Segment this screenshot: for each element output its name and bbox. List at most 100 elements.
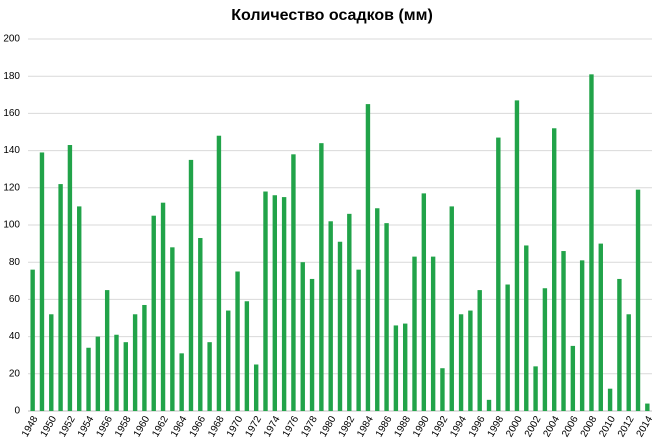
bar [67, 145, 73, 411]
x-tick-label: 1958 [113, 414, 134, 439]
bar [170, 247, 175, 411]
bar [347, 213, 352, 411]
bar [281, 197, 287, 411]
x-tick-label: 1980 [318, 414, 339, 439]
x-tick-label: 1996 [467, 414, 488, 439]
bar [263, 191, 268, 411]
x-tick-label: 1998 [486, 414, 507, 439]
x-tick-label: 2000 [504, 414, 525, 439]
y-tick-label: 140 [3, 145, 20, 156]
x-tick-label: 1954 [76, 414, 97, 439]
bar [496, 137, 501, 411]
bar [226, 310, 231, 411]
bar [402, 323, 408, 411]
bar [579, 260, 585, 411]
bar [179, 353, 184, 411]
y-tick-label: 160 [3, 108, 20, 119]
bar [309, 278, 315, 411]
bar [514, 100, 520, 411]
x-tick-label: 2012 [616, 414, 637, 439]
bar [207, 342, 212, 411]
bar [337, 241, 343, 411]
bar [95, 336, 101, 411]
x-tick-label: 1966 [188, 414, 209, 439]
bar [412, 256, 417, 411]
bar [235, 271, 240, 411]
bar [198, 238, 203, 411]
bar [244, 301, 250, 411]
bar [58, 184, 63, 411]
x-tick-label: 1982 [337, 414, 358, 439]
bar [356, 269, 361, 411]
x-tick-label: 2008 [579, 414, 600, 439]
bar [468, 310, 473, 411]
bar [375, 208, 380, 411]
bar [272, 195, 278, 411]
bar [617, 278, 622, 411]
bar [123, 342, 128, 411]
bar [77, 206, 82, 411]
y-tick-label: 60 [9, 294, 21, 305]
bar [300, 262, 305, 411]
chart-title: Количество осадков (мм) [231, 7, 433, 24]
x-tick-label: 1990 [411, 414, 432, 439]
bar [188, 159, 194, 411]
bar [430, 256, 436, 411]
bar [393, 325, 399, 411]
y-tick-label: 0 [14, 406, 20, 417]
x-tick-label: 1988 [392, 414, 413, 439]
bar [104, 290, 110, 411]
bar [86, 347, 91, 411]
x-tick-label: 2004 [541, 414, 562, 439]
x-tick-label: 1956 [94, 414, 115, 439]
bar [216, 135, 222, 411]
x-tick-label: 1974 [262, 414, 283, 439]
bar [142, 304, 147, 411]
y-tick-label: 100 [3, 220, 20, 231]
bar [449, 206, 454, 411]
bar [132, 314, 138, 411]
bar [49, 314, 54, 411]
bar [607, 388, 613, 411]
x-tick-label: 1976 [281, 414, 302, 439]
bar [626, 314, 631, 411]
bar [114, 334, 119, 411]
y-tick-label: 80 [9, 257, 21, 268]
bar [151, 215, 156, 411]
bar [440, 368, 445, 411]
y-tick-label: 120 [3, 182, 20, 193]
bar [561, 251, 566, 411]
bar [384, 223, 389, 411]
bar [160, 202, 166, 411]
bar [319, 143, 324, 411]
x-tick-label: 1948 [20, 414, 41, 439]
bar [645, 403, 650, 411]
x-tick-label: 1994 [448, 414, 469, 439]
x-tick-label: 2002 [523, 414, 544, 439]
x-tick-label: 2006 [560, 414, 581, 439]
bar [598, 243, 603, 411]
bar [542, 288, 548, 411]
bar [458, 314, 464, 411]
bar [505, 284, 510, 411]
bar [477, 290, 482, 411]
bar [524, 245, 529, 411]
bar [570, 345, 576, 411]
x-tick-label: 1960 [132, 414, 153, 439]
bar [533, 366, 538, 411]
y-tick-label: 200 [3, 34, 20, 45]
x-tick-label: 1968 [206, 414, 227, 439]
bar [30, 269, 35, 411]
bar [39, 152, 45, 411]
bar [291, 154, 296, 411]
bar [365, 104, 371, 411]
y-tick-label: 180 [3, 71, 20, 82]
y-tick-label: 40 [9, 331, 21, 342]
x-tick-label: 1950 [39, 414, 60, 439]
x-tick-label: 1984 [355, 414, 376, 439]
bar [589, 74, 594, 411]
x-tick-label: 1992 [430, 414, 451, 439]
bar [635, 189, 641, 411]
bar [552, 128, 557, 411]
